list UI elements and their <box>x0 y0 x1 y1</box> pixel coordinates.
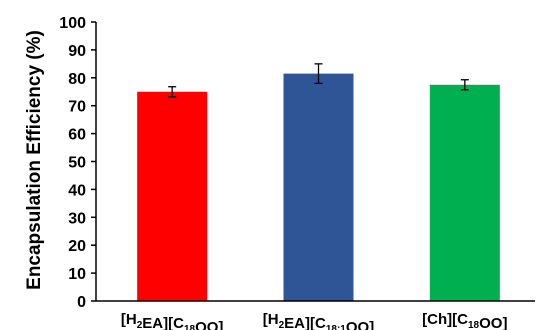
y-tick-label: 100 <box>59 15 86 32</box>
y-tick-label: 70 <box>68 99 86 116</box>
bar-3 <box>429 84 500 302</box>
bar-1 <box>137 91 208 301</box>
x-category-label-1: [H2EA][C18OO] <box>121 311 224 330</box>
bar-2 <box>283 73 354 302</box>
y-tick-label: 40 <box>68 182 86 199</box>
y-tick-label: 30 <box>68 210 86 227</box>
y-tick-label: 90 <box>68 43 86 60</box>
y-tick-label: 20 <box>68 238 86 255</box>
x-axis-categories: [H2EA][C18OO] [H2EA][C18:1OO] [Ch][C18OO] <box>121 311 508 330</box>
bars <box>137 73 500 302</box>
y-tick-label: 80 <box>68 71 86 88</box>
x-category-label-3: [Ch][C18OO] <box>422 311 507 330</box>
y-tick-label: 50 <box>68 155 86 172</box>
y-tick-label: 0 <box>77 294 86 311</box>
y-tick-label: 10 <box>68 266 86 283</box>
y-axis-label: Encapsulation Efficiency (%) <box>24 30 45 290</box>
y-tick-label: 60 <box>68 127 86 144</box>
error-bars <box>168 63 469 98</box>
y-axis-label-group: Encapsulation Efficiency (%) <box>24 30 45 290</box>
x-category-label-2: [H2EA][C18:1OO] <box>263 311 374 330</box>
y-axis-ticks: 0 10 20 30 40 50 60 70 80 90 100 <box>59 15 96 311</box>
